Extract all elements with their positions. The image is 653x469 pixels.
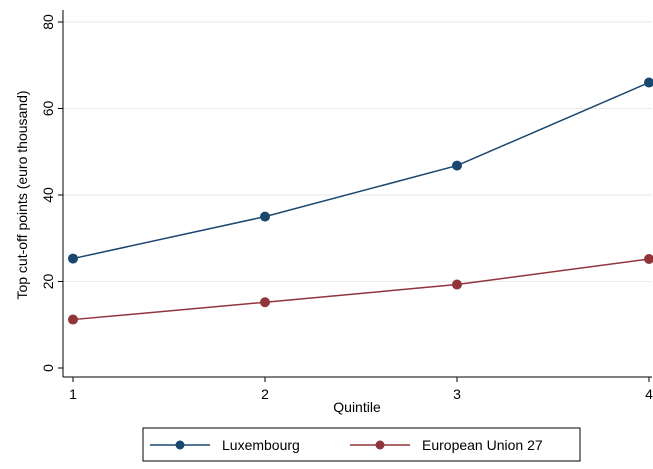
y-axis-label: Top cut-off points (euro thousand) [14, 90, 30, 299]
data-point [453, 161, 462, 170]
y-tick-label: 20 [40, 274, 56, 290]
data-point [69, 315, 78, 324]
y-tick-label: 80 [40, 14, 56, 30]
series-line [73, 259, 649, 320]
data-point [261, 298, 270, 307]
x-tick-label: 2 [261, 386, 269, 402]
x-tick-label: 3 [453, 386, 461, 402]
x-axis-label: Quintile [333, 399, 381, 415]
y-tick-label: 40 [40, 187, 56, 203]
y-tick-label: 0 [40, 364, 56, 372]
data-point [453, 280, 462, 289]
y-tick-label: 60 [40, 101, 56, 117]
data-point [261, 212, 270, 221]
legend-label: Luxembourg [222, 437, 300, 453]
data-point [69, 254, 78, 263]
x-tick-label: 1 [69, 386, 77, 402]
legend-marker [376, 441, 385, 450]
legend-marker [176, 441, 185, 450]
data-point [645, 78, 653, 87]
data-point [645, 255, 653, 264]
x-tick-label: 4 [645, 386, 653, 402]
legend-label: European Union 27 [422, 437, 543, 453]
